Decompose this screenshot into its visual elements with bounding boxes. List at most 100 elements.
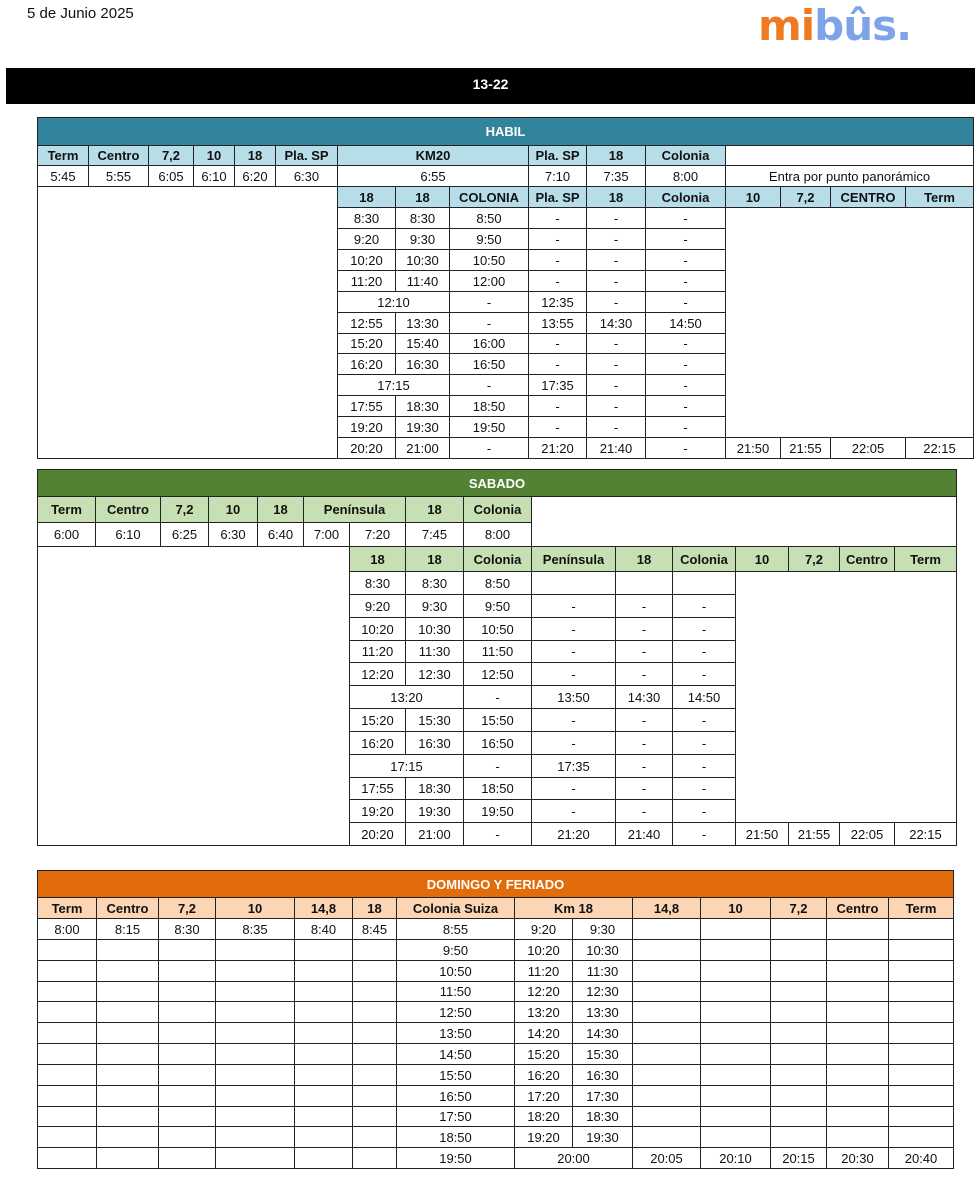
time-cell: - — [531, 731, 616, 755]
time-cell: - — [449, 437, 529, 459]
time-cell: - — [615, 662, 673, 686]
column-header: 14,8 — [632, 897, 701, 919]
time-cell: - — [645, 395, 726, 417]
schedule-date: 5 de Junio 2025 — [27, 5, 134, 22]
time-cell: 19:30 — [395, 416, 450, 438]
time-cell: 8:15 — [96, 918, 159, 940]
time-cell — [215, 1147, 295, 1169]
time-cell — [96, 1147, 159, 1169]
time-cell: 21:55 — [788, 822, 840, 846]
column-header: CENTRO — [830, 186, 906, 208]
time-cell: Entra por punto panorámico — [725, 165, 974, 187]
time-cell: 9:20 — [337, 228, 396, 250]
time-cell: 10:20 — [514, 939, 573, 961]
column-header: 7,2 — [780, 186, 831, 208]
time-cell — [531, 571, 616, 595]
time-cell: 10:30 — [405, 617, 464, 641]
time-cell: 8:30 — [158, 918, 216, 940]
time-cell — [294, 981, 353, 1002]
column-header: 10 — [700, 897, 771, 919]
time-cell — [96, 981, 159, 1002]
time-cell: 14:50 — [672, 685, 736, 709]
time-cell: - — [672, 594, 736, 618]
time-cell: - — [645, 416, 726, 438]
column-header: Colonia — [463, 496, 532, 523]
time-cell: - — [645, 374, 726, 396]
time-cell: - — [615, 617, 673, 641]
time-cell — [96, 1126, 159, 1148]
column-header: 18 — [349, 546, 406, 572]
time-cell — [770, 939, 827, 961]
time-cell: - — [615, 799, 673, 823]
time-cell: 6:40 — [257, 522, 304, 547]
time-cell: 7:20 — [349, 522, 406, 547]
time-cell — [158, 1043, 216, 1065]
column-header: 18 — [586, 145, 646, 166]
time-cell: 20:20 — [349, 822, 406, 846]
time-cell: 12:55 — [337, 312, 396, 334]
time-cell: 12:20 — [349, 662, 406, 686]
time-cell: 8:50 — [449, 207, 529, 229]
column-header: 7,2 — [158, 897, 216, 919]
time-cell: 11:50 — [463, 640, 532, 663]
time-cell: 15:20 — [349, 708, 406, 732]
time-cell: - — [672, 640, 736, 663]
time-cell — [632, 1043, 701, 1065]
time-cell: 6:55 — [337, 165, 529, 187]
time-cell — [352, 1106, 397, 1127]
time-cell: 6:30 — [208, 522, 258, 547]
time-cell — [215, 1043, 295, 1065]
time-cell — [294, 1126, 353, 1148]
time-cell: 9:30 — [395, 228, 450, 250]
time-cell — [632, 960, 701, 982]
time-cell: 8:00 — [463, 522, 532, 547]
time-cell: 16:50 — [396, 1085, 515, 1107]
time-cell: - — [528, 353, 587, 375]
time-cell — [700, 918, 771, 940]
time-cell — [632, 1001, 701, 1023]
time-cell — [632, 918, 701, 940]
time-cell: 11:50 — [396, 981, 515, 1002]
time-cell: 18:30 — [395, 395, 450, 417]
time-cell: 14:30 — [572, 1022, 633, 1044]
time-cell: 12:30 — [405, 662, 464, 686]
time-cell: - — [528, 395, 587, 417]
column-header: Km 18 — [514, 897, 633, 919]
time-cell — [215, 1022, 295, 1044]
time-cell: 9:50 — [449, 228, 529, 250]
time-cell: 12:10 — [337, 291, 450, 313]
column-header: Centro — [839, 546, 895, 572]
column-header: 10 — [735, 546, 789, 572]
time-cell: - — [586, 207, 646, 229]
time-cell: 10:50 — [463, 617, 532, 641]
time-cell — [215, 981, 295, 1002]
route-title-bar: 13-22 — [6, 68, 975, 104]
habil-title: HABIL — [37, 117, 974, 146]
time-cell: 11:30 — [405, 640, 464, 663]
column-header: 18 — [395, 186, 450, 208]
time-cell — [37, 1085, 97, 1107]
time-cell — [352, 1022, 397, 1044]
time-cell — [700, 1126, 771, 1148]
time-cell: 8:00 — [645, 165, 726, 187]
time-cell: - — [672, 708, 736, 732]
column-header: COLONIA — [449, 186, 529, 208]
domingo-title: DOMINGO Y FERIADO — [37, 870, 954, 898]
time-cell — [158, 1126, 216, 1148]
time-cell: 15:30 — [405, 708, 464, 732]
column-header: 18 — [615, 546, 673, 572]
time-cell — [888, 1126, 954, 1148]
time-cell: - — [645, 228, 726, 250]
column-header: Term — [37, 145, 89, 166]
column-header — [725, 145, 974, 166]
time-cell — [352, 960, 397, 982]
time-cell — [888, 1064, 954, 1086]
time-cell: 9:30 — [405, 594, 464, 618]
time-cell — [294, 1001, 353, 1023]
time-cell — [215, 1106, 295, 1127]
time-cell: 19:20 — [337, 416, 396, 438]
time-cell: - — [528, 333, 587, 354]
column-header: 10 — [725, 186, 781, 208]
time-cell: 21:20 — [531, 822, 616, 846]
time-cell — [632, 1085, 701, 1107]
